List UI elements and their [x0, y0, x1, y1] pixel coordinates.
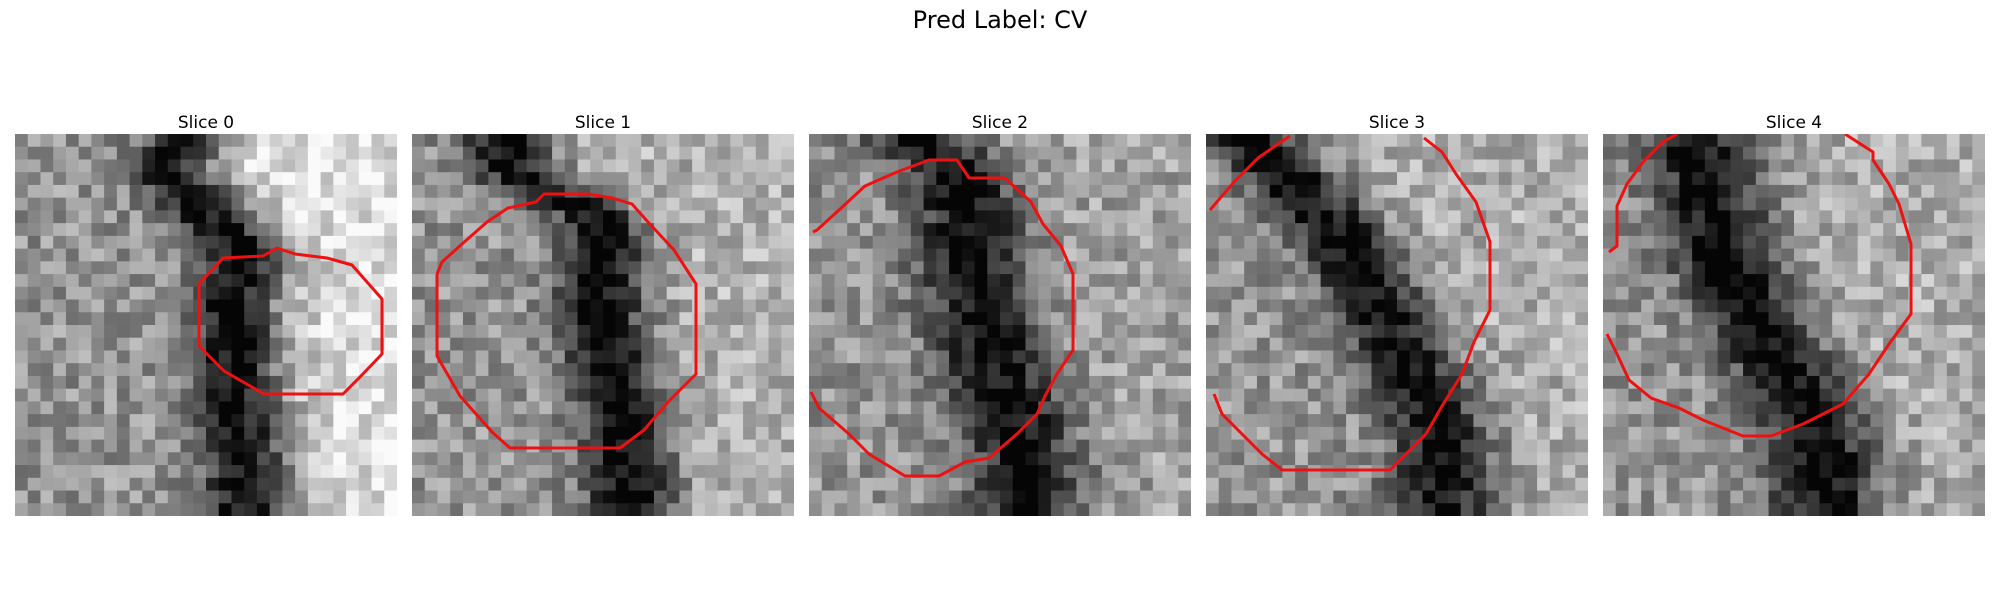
slice-panel-1: Slice 1 — [412, 112, 794, 516]
pixel-grid — [15, 134, 397, 516]
pixel-grid — [1603, 134, 1985, 516]
slice-panel-4: Slice 4 — [1603, 112, 1985, 516]
slice-title: Slice 0 — [177, 113, 235, 133]
pixel-grid — [412, 134, 794, 516]
slice-image — [1603, 134, 1985, 516]
slice-panel-0: Slice 0 — [15, 112, 397, 516]
contour-line — [1608, 134, 1678, 254]
slice-title: Slice 3 — [1368, 113, 1426, 133]
slice-image — [809, 134, 1191, 516]
contour-line — [435, 192, 698, 450]
slice-panel-2: Slice 2 — [809, 112, 1191, 516]
slice-image — [1206, 134, 1588, 516]
contour-line — [809, 158, 1075, 478]
slice-title: Slice 2 — [971, 113, 1029, 133]
contour-line — [1208, 134, 1291, 211]
slice-image — [412, 134, 794, 516]
pixel-grid — [1206, 134, 1588, 516]
contour-line — [1212, 136, 1492, 472]
figure-suptitle: Pred Label: CV — [912, 6, 1088, 34]
slice-title: Slice 4 — [1765, 113, 1823, 133]
slice-panel-3: Slice 3 — [1206, 112, 1588, 516]
slice-title: Slice 1 — [574, 113, 632, 133]
slice-image — [15, 134, 397, 516]
contour-line — [197, 246, 384, 396]
contour-line — [1605, 134, 1913, 438]
pixel-grid — [809, 134, 1191, 516]
